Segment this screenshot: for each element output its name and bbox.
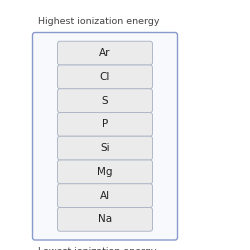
FancyBboxPatch shape <box>58 184 152 208</box>
Text: Lowest ionization energy: Lowest ionization energy <box>38 247 156 250</box>
Text: Na: Na <box>98 214 112 224</box>
FancyBboxPatch shape <box>58 112 152 136</box>
FancyBboxPatch shape <box>58 41 152 65</box>
Text: Cl: Cl <box>100 72 110 82</box>
Text: S: S <box>102 96 108 106</box>
Text: Al: Al <box>100 190 110 200</box>
Text: Mg: Mg <box>97 167 113 177</box>
FancyBboxPatch shape <box>58 160 152 184</box>
Text: Si: Si <box>100 143 110 153</box>
FancyBboxPatch shape <box>58 89 152 112</box>
Text: P: P <box>102 120 108 130</box>
FancyBboxPatch shape <box>58 65 152 89</box>
Text: Ar: Ar <box>99 48 111 58</box>
FancyBboxPatch shape <box>58 136 152 160</box>
Text: Highest ionization energy: Highest ionization energy <box>38 17 159 26</box>
FancyBboxPatch shape <box>58 208 152 231</box>
FancyBboxPatch shape <box>32 32 178 240</box>
